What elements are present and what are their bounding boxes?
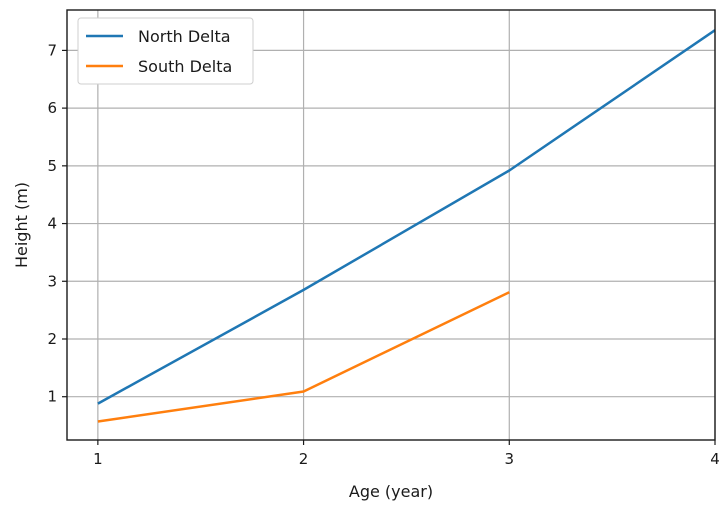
- y-tick-label: 7: [47, 41, 57, 59]
- y-tick-label: 3: [47, 272, 57, 290]
- series-line-south-delta: [97, 291, 510, 423]
- x-tick-label: 1: [93, 450, 103, 468]
- y-tick-label: 6: [47, 99, 57, 117]
- x-tick-label: 4: [710, 450, 719, 468]
- legend: North Delta South Delta: [77, 17, 254, 85]
- series-line-north-delta: [97, 29, 716, 405]
- legend-label: North Delta: [138, 27, 231, 46]
- series-layer: [97, 29, 716, 423]
- y-axis-label: Height (m): [12, 182, 31, 268]
- x-tick-label: 3: [505, 450, 515, 468]
- x-axis-label: Age (year): [349, 482, 433, 501]
- y-tick-label: 2: [47, 330, 57, 348]
- plot-frame: [66, 9, 716, 441]
- y-tick-label: 1: [47, 388, 57, 406]
- x-axis: 1 2 3 4: [93, 440, 719, 468]
- legend-label: South Delta: [138, 57, 232, 76]
- legend-box: [77, 17, 254, 85]
- y-tick-label: 4: [47, 215, 57, 233]
- y-axis: 1 2 3 4 5 6 7: [47, 41, 67, 406]
- x-tick-label: 2: [299, 450, 309, 468]
- y-tick-label: 5: [47, 157, 57, 175]
- legend-entry-south-delta: South Delta: [86, 57, 232, 76]
- legend-entry-north-delta: North Delta: [86, 27, 231, 46]
